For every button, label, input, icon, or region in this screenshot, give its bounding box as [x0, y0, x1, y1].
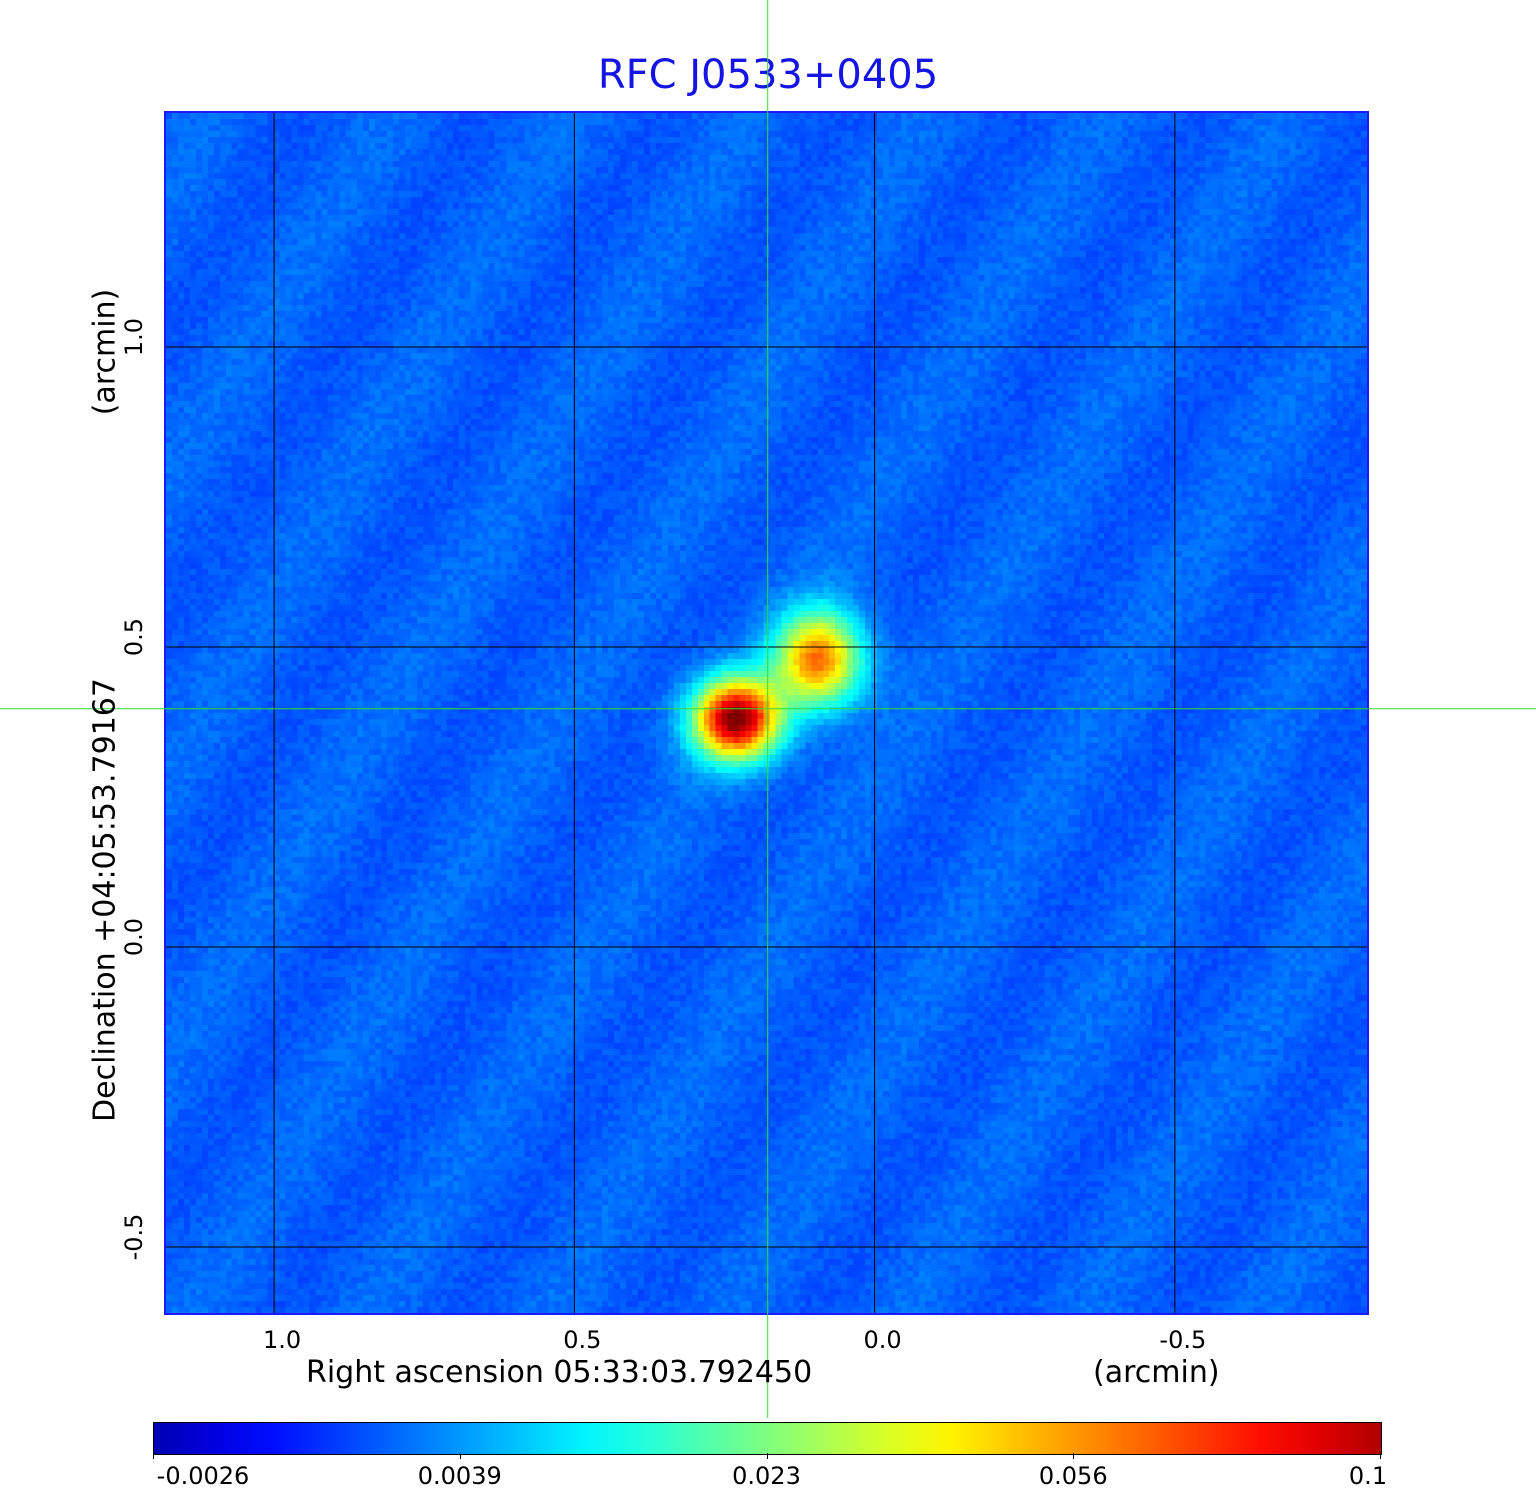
y-axis-unit: (arcmin) — [87, 288, 123, 416]
y-axis-label: Declination +04:05:53.79167 — [87, 678, 123, 1122]
x-tick-label: 0.0 — [863, 1326, 902, 1354]
colorbar-tick-mark — [1380, 1453, 1381, 1459]
x-tick-label: 0.5 — [563, 1326, 602, 1354]
y-tick-label: 1.0 — [120, 317, 148, 357]
colorbar-tick-mark — [153, 1453, 154, 1459]
colorbar-tick-label: 0.056 — [1038, 1462, 1108, 1490]
colorbar-tick-mark — [459, 1453, 461, 1459]
colorbar-tick-label: -0.0026 — [156, 1462, 250, 1490]
colorbar-tick-label: 0.1 — [1348, 1462, 1388, 1490]
heatmap-image — [166, 113, 1367, 1313]
x-axis-unit: (arcmin) — [1093, 1355, 1220, 1390]
y-tick-label: 0.0 — [120, 917, 148, 957]
colorbar-tick-mark — [1073, 1453, 1075, 1459]
colorbar — [153, 1422, 1382, 1455]
colorbar-tick-mark — [766, 1453, 768, 1459]
x-axis-label: Right ascension 05:33:03.792450 — [306, 1355, 813, 1390]
y-tick-label: -0.5 — [120, 1213, 148, 1261]
plot-frame — [164, 111, 1369, 1315]
y-tick-label: 0.5 — [120, 617, 148, 657]
colorbar-tick-label: 0.023 — [732, 1462, 801, 1490]
x-tick-label: -0.5 — [1159, 1326, 1207, 1354]
x-tick-label: 1.0 — [262, 1326, 302, 1354]
colorbar-tick-label: 0.0039 — [417, 1462, 502, 1490]
